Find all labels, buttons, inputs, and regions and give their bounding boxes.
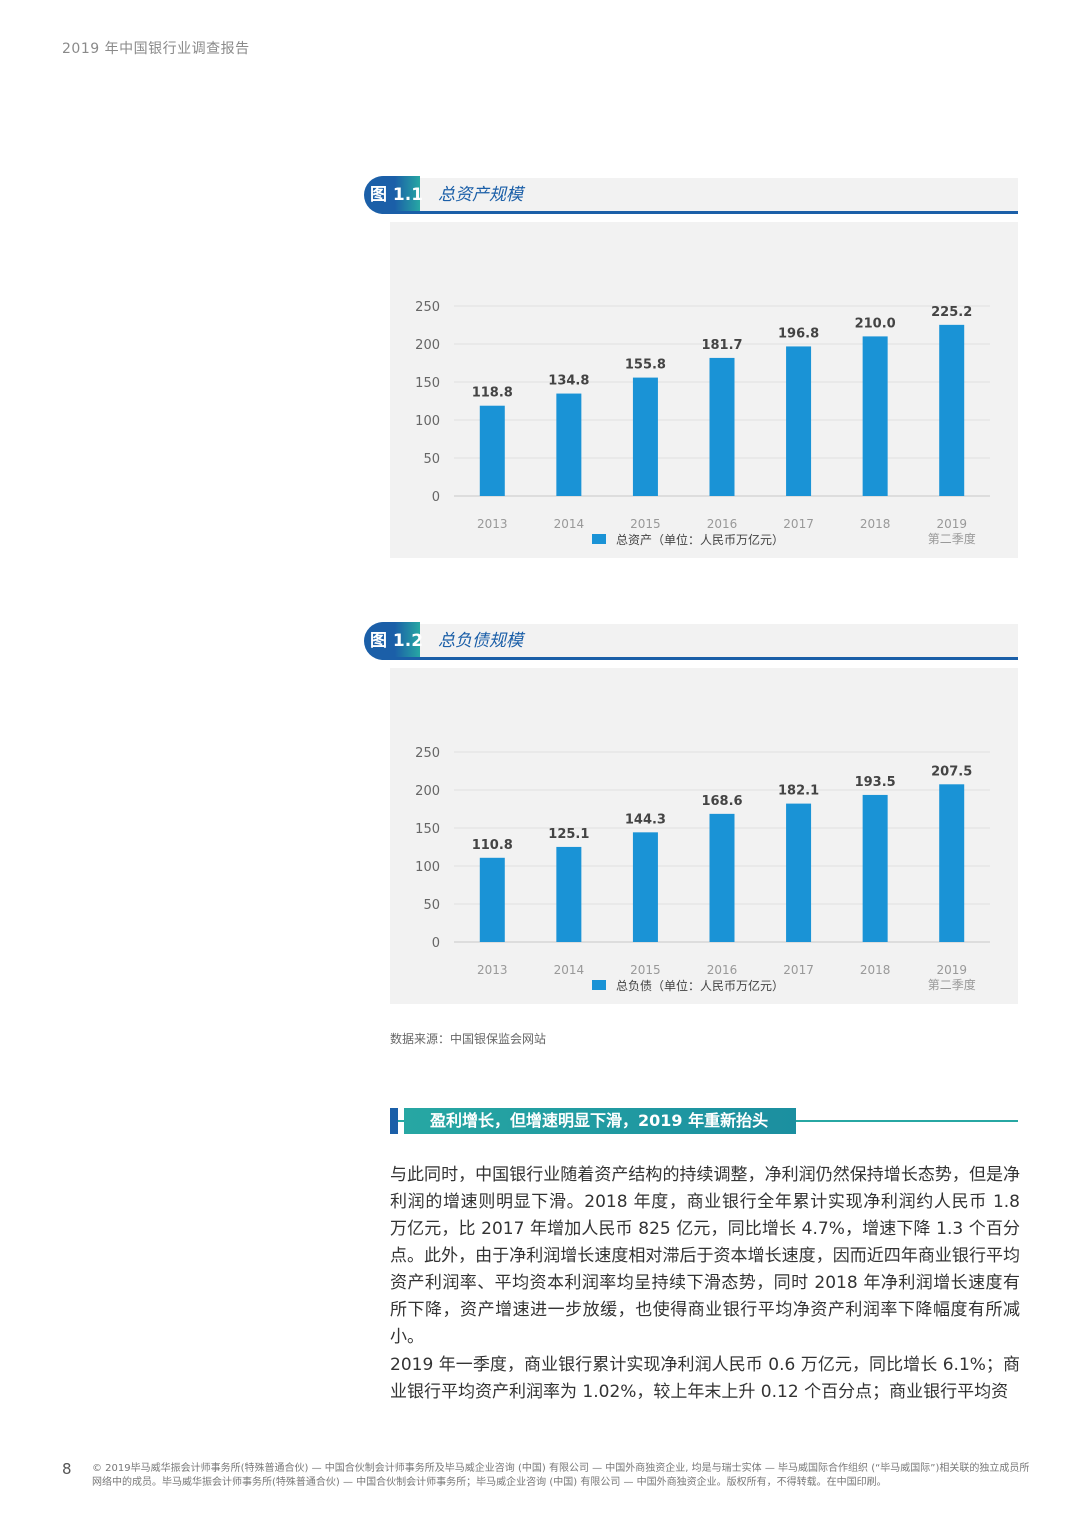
bar — [632, 377, 658, 496]
x-tick-label: 2017 — [783, 963, 814, 977]
x-tick-label: 2014 — [554, 963, 585, 977]
bar-value-label: 134.8 — [548, 374, 589, 389]
bar-value-label: 144.3 — [625, 812, 666, 827]
figure-header-rule — [390, 211, 1018, 214]
y-tick-label: 200 — [415, 338, 440, 353]
figure-chart-panel: 0 50 100 150 200 250 110.8 2013 125.1 2014 144.3 20… — [390, 668, 1018, 1004]
x-tick-label: 2019 — [936, 963, 967, 977]
y-tick-label: 150 — [415, 822, 440, 837]
figure-badge: 图 1.1 — [364, 176, 423, 214]
x-tick-label: 2013 — [477, 963, 508, 977]
figure-header: 图 1.2 总负债规模 — [364, 622, 1018, 660]
data-source-note: 数据来源：中国银保监会网站 — [390, 1032, 547, 1046]
x-tick-label: 2019 — [936, 517, 967, 531]
legend-label: 总负债（单位：人民币万亿元） — [616, 978, 784, 993]
legend-swatch — [592, 534, 606, 544]
bar-value-label: 168.6 — [701, 794, 742, 809]
figure-header-rule — [390, 657, 1018, 660]
bar-value-label: 110.8 — [472, 838, 513, 853]
figure-title: 总负债规模 — [438, 631, 523, 651]
bar-value-label: 225.2 — [931, 305, 972, 320]
legend-label: 总资产（单位：人民币万亿元） — [616, 532, 784, 547]
x-tick-label: 2018 — [860, 963, 891, 977]
y-tick-label: 50 — [423, 898, 440, 913]
section-title: 盈利增长，但增速明显下滑，2019 年重新抬头 — [404, 1108, 797, 1134]
y-tick-label: 100 — [415, 414, 440, 429]
bar-value-label: 207.5 — [931, 764, 972, 779]
bar-chart-total-liabilities: 0 50 100 150 200 250 110.8 2013 125.1 2014 144.3 20… — [415, 746, 990, 993]
x-tick-sublabel: 第二季度 — [928, 977, 976, 992]
y-tick-label: 50 — [423, 452, 440, 467]
bar — [709, 813, 735, 942]
footer-copyright: © 2019毕马威华振会计师事务所(特殊普通合伙) — 中国合伙制会计师事务所及… — [92, 1463, 1030, 1488]
y-tick-label: 0 — [432, 490, 440, 505]
bar-value-label: 196.8 — [778, 326, 819, 341]
x-tick-label: 2014 — [554, 517, 585, 531]
bar — [709, 357, 735, 496]
bar — [479, 405, 505, 496]
section-heading: 盈利增长，但增速明显下滑，2019 年重新抬头 — [390, 1108, 1018, 1134]
y-tick-label: 100 — [415, 860, 440, 875]
x-tick-label: 2015 — [630, 963, 661, 977]
bar-value-label: 182.1 — [778, 784, 819, 799]
bar-value-label: 125.1 — [548, 827, 589, 842]
bar — [632, 832, 658, 942]
bar-chart-total-assets: 0 50 100 150 200 250 118.8 2013 134.8 2014 155.8 20… — [415, 300, 990, 547]
bar-value-label: 155.8 — [625, 358, 666, 373]
x-tick-sublabel: 第二季度 — [928, 531, 976, 546]
bar — [786, 803, 812, 942]
bar — [479, 857, 505, 942]
bar — [939, 324, 965, 496]
bar — [862, 794, 888, 942]
page-number: 8 — [62, 1460, 72, 1478]
figure-header: 图 1.1 总资产规模 — [364, 176, 1018, 214]
figure-total-assets: 图 1.1 总资产规模 0 50 100 150 200 250 118.8 2013 134.… — [364, 176, 1018, 558]
y-tick-label: 200 — [415, 784, 440, 799]
x-tick-label: 2015 — [630, 517, 661, 531]
x-tick-label: 2016 — [707, 963, 738, 977]
bar-value-label: 210.0 — [855, 316, 896, 331]
legend-swatch — [592, 980, 606, 990]
bar-value-label: 118.8 — [472, 386, 513, 401]
y-tick-label: 250 — [415, 300, 440, 315]
bar — [556, 393, 582, 496]
report-header-title: 2019 年中国银行业调查报告 — [62, 41, 250, 57]
figure-title: 总资产规模 — [438, 185, 523, 205]
bar-value-label: 193.5 — [855, 775, 896, 790]
x-tick-label: 2017 — [783, 517, 814, 531]
bar — [786, 346, 812, 496]
x-tick-label: 2013 — [477, 517, 508, 531]
body-paragraph-2: 2019 年一季度，商业银行累计实现净利润人民币 0.6 万亿元，同比增长 6.… — [390, 1355, 1020, 1402]
figure-badge: 图 1.2 — [364, 622, 423, 660]
body-paragraph-1: 与此同时，中国银行业随着资产结构的持续调整，净利润仍然保持增长态势，但是净利润的… — [390, 1165, 1020, 1347]
figure-total-liabilities: 图 1.2 总负债规模 0 50 100 150 200 250 110.8 2013 125.… — [364, 622, 1018, 1004]
section-marker — [390, 1108, 398, 1134]
bar — [556, 846, 582, 942]
x-tick-label: 2018 — [860, 517, 891, 531]
y-tick-label: 250 — [415, 746, 440, 761]
bar-value-label: 181.7 — [701, 338, 742, 353]
bar — [862, 336, 888, 496]
y-tick-label: 150 — [415, 376, 440, 391]
figure-chart-panel: 0 50 100 150 200 250 118.8 2013 134.8 2014 155.8 20… — [390, 222, 1018, 558]
x-tick-label: 2016 — [707, 517, 738, 531]
y-tick-label: 0 — [432, 936, 440, 951]
bar — [939, 784, 965, 942]
